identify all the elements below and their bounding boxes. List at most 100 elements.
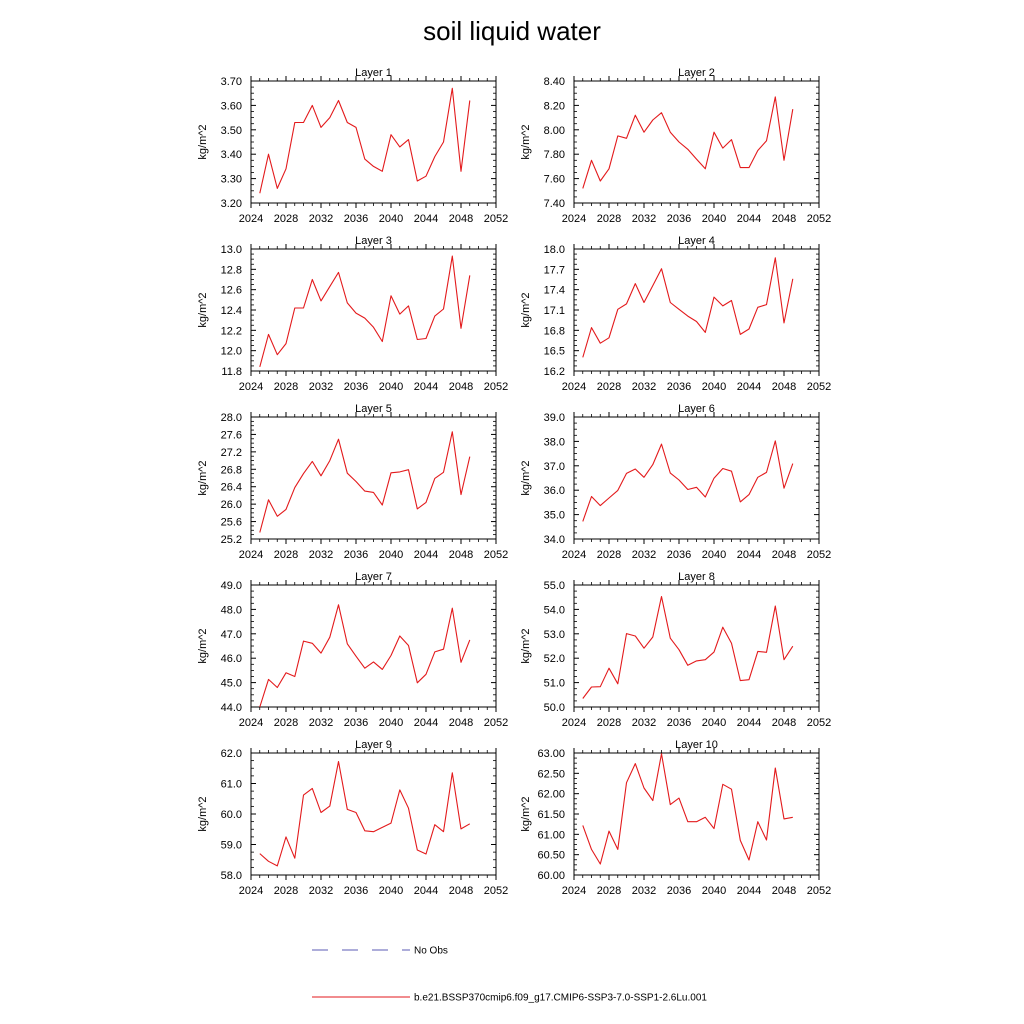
y-tick-label: 3.20	[221, 198, 242, 210]
y-tick-label: 55.0	[544, 580, 565, 592]
x-tick-label: 2032	[309, 717, 333, 729]
panel-layer-8: Layer 8 kg/m^2 50.0 51.0 52.0 53.0 54.0 55.0 202…	[520, 571, 831, 729]
x-tick-label: 2028	[597, 213, 621, 225]
plot-frame	[573, 248, 820, 372]
x-tick-label: 2052	[484, 717, 508, 729]
panel-title: Layer 5	[355, 403, 392, 415]
panel-layer-9: Layer 9 kg/m^2 58.0 59.0 60.0 61.0 62.0 2024 202…	[197, 739, 508, 897]
series-line-model	[582, 753, 793, 865]
y-tick-label: 3.70	[221, 76, 242, 88]
x-tick-label: 2032	[309, 213, 333, 225]
y-tick-label: 17.4	[544, 285, 565, 297]
y-axis-label: kg/m^2	[520, 292, 532, 327]
x-tick-label: 2040	[379, 549, 403, 561]
y-tick-label: 37.0	[544, 461, 565, 473]
y-tick-label: 39.0	[544, 412, 565, 424]
x-tick-label: 2036	[667, 717, 691, 729]
plot-frame	[250, 248, 497, 372]
x-tick-label: 2052	[807, 213, 831, 225]
x-tick-label: 2032	[309, 549, 333, 561]
y-tick-label: 16.5	[544, 346, 565, 358]
legend-label-no-obs: No Obs	[414, 946, 448, 957]
x-tick-label: 2024	[239, 381, 263, 393]
y-tick-label: 48.0	[221, 604, 242, 616]
legend: No Obs b.e21.BSSP370cmip6.f09_g17.CMIP6-…	[312, 946, 707, 1004]
panel-layer-6: Layer 6 kg/m^2 34.0 35.0 36.0 37.0 38.0 39.0 202…	[520, 403, 831, 561]
x-tick-label: 2044	[737, 717, 761, 729]
y-axis-label: kg/m^2	[520, 124, 532, 159]
y-tick-label: 63.00	[537, 748, 565, 760]
series-line-model	[259, 604, 471, 708]
x-tick-label: 2024	[239, 213, 263, 225]
panel-title: Layer 6	[678, 403, 715, 415]
legend-label-model: b.e21.BSSP370cmip6.f09_g17.CMIP6-SSP3-7.…	[414, 993, 707, 1004]
y-tick-label: 60.00	[537, 870, 565, 882]
panel-title: Layer 2	[678, 67, 715, 79]
y-tick-label: 36.0	[544, 485, 565, 497]
series-line-model	[582, 440, 794, 522]
x-tick-label: 2052	[484, 381, 508, 393]
series-line-model	[259, 431, 471, 533]
y-tick-label: 26.4	[221, 482, 242, 494]
panel-layer-4: Layer 4 kg/m^2 16.2 16.5 16.8 17.1 17.4 17.7 18.…	[520, 235, 831, 393]
y-tick-label: 53.0	[544, 629, 565, 641]
y-tick-label: 17.7	[544, 264, 565, 276]
y-axis-label: kg/m^2	[520, 628, 532, 663]
x-tick-label: 2040	[379, 717, 403, 729]
y-tick-label: 38.0	[544, 436, 565, 448]
y-tick-label: 25.6	[221, 517, 242, 529]
x-tick-label: 2040	[702, 213, 726, 225]
x-tick-label: 2036	[667, 885, 691, 897]
x-tick-label: 2028	[274, 717, 298, 729]
y-tick-label: 27.2	[221, 447, 242, 459]
x-tick-label: 2032	[632, 549, 656, 561]
x-tick-label: 2052	[484, 213, 508, 225]
y-tick-label: 47.0	[221, 629, 242, 641]
y-tick-label: 3.40	[221, 149, 242, 161]
y-tick-label: 16.2	[544, 366, 565, 378]
x-tick-label: 2028	[274, 885, 298, 897]
x-tick-label: 2048	[449, 381, 473, 393]
x-tick-label: 2040	[379, 213, 403, 225]
x-tick-label: 2048	[449, 213, 473, 225]
y-tick-label: 12.2	[221, 325, 242, 337]
y-tick-label: 3.50	[221, 125, 242, 137]
x-tick-label: 2032	[632, 717, 656, 729]
x-tick-label: 2052	[807, 549, 831, 561]
x-tick-label: 2028	[597, 381, 621, 393]
panel-layer-10: Layer 10 kg/m^2 60.00 60.50 61.00 61.50 62.00 6…	[520, 739, 831, 897]
y-tick-label: 12.0	[221, 346, 242, 358]
y-tick-label: 46.0	[221, 653, 242, 665]
panel-layer-2: Layer 2 kg/m^2 7.40 7.60 7.80 8.00 8.20 8.40 202…	[520, 67, 831, 225]
x-tick-label: 2032	[309, 885, 333, 897]
x-tick-label: 2044	[737, 381, 761, 393]
y-tick-label: 28.0	[221, 412, 242, 424]
y-tick-label: 7.40	[544, 198, 565, 210]
x-tick-label: 2048	[772, 549, 796, 561]
plot-frame	[573, 416, 820, 540]
y-tick-label: 7.80	[544, 149, 565, 161]
y-tick-label: 12.4	[221, 305, 242, 317]
y-tick-label: 52.0	[544, 653, 565, 665]
x-tick-label: 2032	[309, 381, 333, 393]
y-tick-label: 8.20	[544, 100, 565, 112]
panel-title: Layer 3	[355, 235, 392, 247]
x-tick-label: 2048	[449, 885, 473, 897]
panel-title: Layer 4	[678, 235, 715, 247]
y-axis-label: kg/m^2	[520, 460, 532, 495]
plot-frame	[573, 80, 820, 204]
x-tick-label: 2036	[667, 213, 691, 225]
x-tick-label: 2048	[449, 717, 473, 729]
y-tick-label: 17.1	[544, 305, 565, 317]
plot-frame	[250, 416, 497, 540]
y-tick-label: 54.0	[544, 604, 565, 616]
x-tick-label: 2032	[632, 381, 656, 393]
x-tick-label: 2044	[414, 717, 438, 729]
panel-title: Layer 10	[675, 739, 718, 751]
y-tick-label: 49.0	[221, 580, 242, 592]
y-tick-label: 34.0	[544, 534, 565, 546]
x-tick-label: 2024	[562, 213, 586, 225]
y-tick-label: 16.8	[544, 325, 565, 337]
x-tick-label: 2044	[737, 549, 761, 561]
